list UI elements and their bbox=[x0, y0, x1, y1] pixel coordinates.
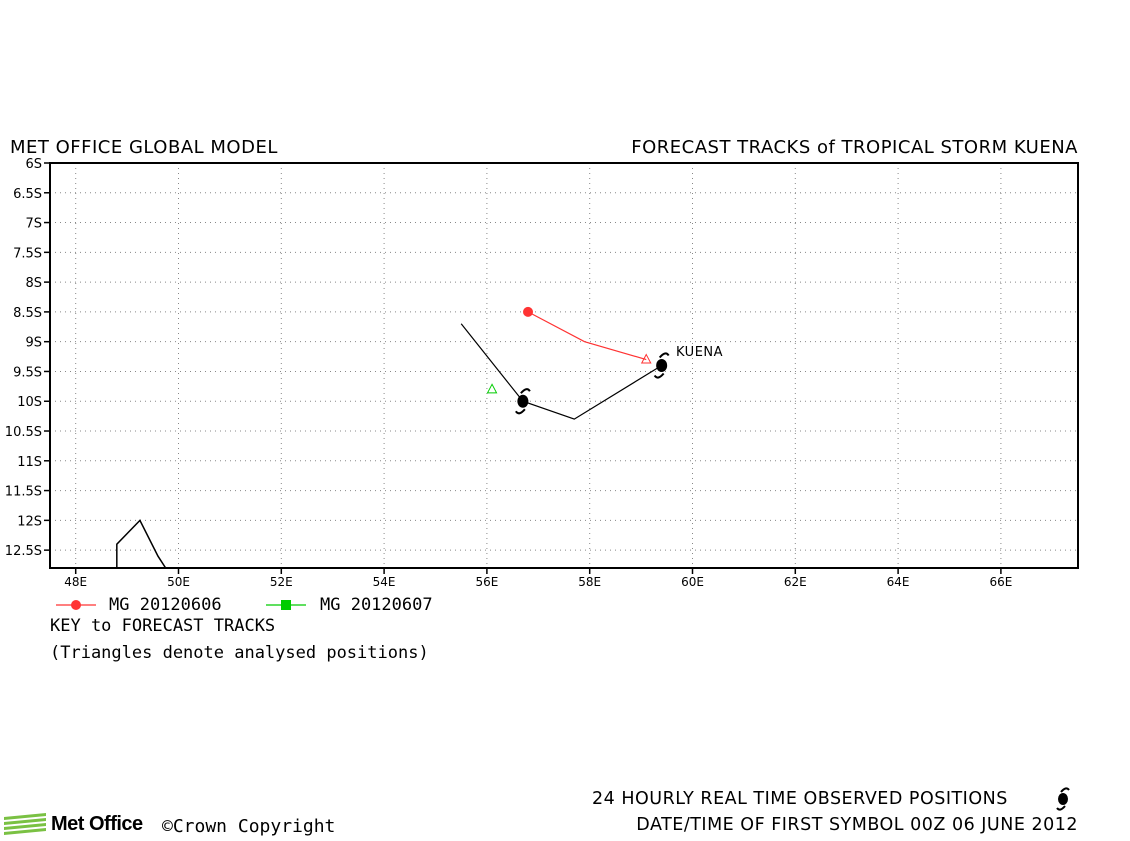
track-map: 6S 6.5S 7S 7.5S 8S 8.5S 9S 9.5S 10S 10.5S 11S 11.5S… bbox=[5, 157, 1079, 589]
observed-positions-note: 24 HOURLY REAL TIME OBSERVED POSITIONS bbox=[592, 789, 1008, 809]
lat-tick-label: 12.5S bbox=[5, 544, 42, 559]
legend-label-mg-20120606: MG 20120606 bbox=[109, 595, 222, 615]
legend-square-marker bbox=[281, 600, 291, 610]
datetime-note: DATE/TIME OF FIRST SYMBOL 00Z 06 JUNE 20… bbox=[636, 815, 1078, 835]
lat-tick-label: 7S bbox=[25, 217, 42, 232]
lon-tick-label: 58E bbox=[578, 575, 601, 589]
track-layer bbox=[460, 306, 670, 420]
observed-track-line bbox=[460, 323, 662, 420]
tropical-storm-icon bbox=[653, 352, 670, 379]
lon-tick-label: 56E bbox=[475, 575, 498, 589]
lon-tick-label: 50E bbox=[167, 575, 190, 589]
tropical-storm-icon bbox=[515, 388, 531, 415]
lat-tick-label: 10.5S bbox=[5, 425, 42, 440]
analysed-position-triangle bbox=[640, 353, 652, 364]
lon-tick-label: 64E bbox=[887, 575, 910, 589]
lat-tick-label: 6S bbox=[25, 157, 42, 172]
lat-tick-label: 7.5S bbox=[13, 246, 42, 261]
forecast-track-line bbox=[527, 311, 647, 361]
lat-tick-label: 11S bbox=[17, 455, 42, 470]
lat-tick-label: 6.5S bbox=[13, 187, 42, 202]
storm-name-label: KUENA bbox=[676, 345, 723, 360]
lon-tick-label: 48E bbox=[64, 575, 87, 589]
legend-item-mg-20120606 bbox=[56, 600, 96, 610]
key-note: (Triangles denote analysed positions) bbox=[50, 643, 429, 663]
met-office-logo: Met Office bbox=[2, 810, 143, 838]
legend bbox=[56, 600, 306, 610]
forecast-start-marker bbox=[523, 306, 534, 317]
analysed-position-triangle bbox=[486, 383, 498, 394]
coastline bbox=[116, 519, 167, 569]
lat-tick-label: 11.5S bbox=[5, 485, 42, 500]
map-grid bbox=[50, 163, 1078, 568]
map-frame bbox=[49, 162, 1079, 569]
lon-tick-label: 62E bbox=[784, 575, 807, 589]
model-title: MET OFFICE GLOBAL MODEL bbox=[10, 137, 278, 158]
lat-tick-label: 8.5S bbox=[13, 306, 42, 321]
coastline-segment bbox=[116, 519, 167, 569]
met-office-logo-text: Met Office bbox=[51, 812, 143, 835]
lat-tick-label: 12S bbox=[17, 514, 42, 529]
copyright: ©Crown Copyright bbox=[162, 816, 336, 837]
lon-tick-label: 66E bbox=[989, 575, 1012, 589]
key-title: KEY to FORECAST TRACKS bbox=[50, 616, 276, 636]
met-office-waves-icon bbox=[2, 811, 48, 837]
longitude-axis: 48E 50E 52E 54E 56E 58E 60E 62E 64E 66E bbox=[64, 568, 1012, 589]
lat-tick-label: 10S bbox=[17, 395, 42, 410]
legend-label-mg-20120607: MG 20120607 bbox=[320, 595, 433, 615]
storm-symbol-icon bbox=[1056, 787, 1070, 811]
legend-item-mg-20120607 bbox=[266, 600, 306, 610]
legend-circle-marker bbox=[71, 600, 81, 610]
lon-tick-label: 54E bbox=[373, 575, 396, 589]
lon-tick-label: 52E bbox=[270, 575, 293, 589]
lat-tick-label: 8S bbox=[25, 276, 42, 291]
lat-tick-label: 9.5S bbox=[13, 365, 42, 380]
lat-tick-label: 9S bbox=[25, 336, 42, 351]
chart-title: FORECAST TRACKS of TROPICAL STORM KUENA bbox=[631, 137, 1078, 158]
latitude-axis: 6S 6.5S 7S 7.5S 8S 8.5S 9S 9.5S 10S 10.5S 11S 11.5S… bbox=[5, 157, 50, 559]
lon-tick-label: 60E bbox=[681, 575, 704, 589]
